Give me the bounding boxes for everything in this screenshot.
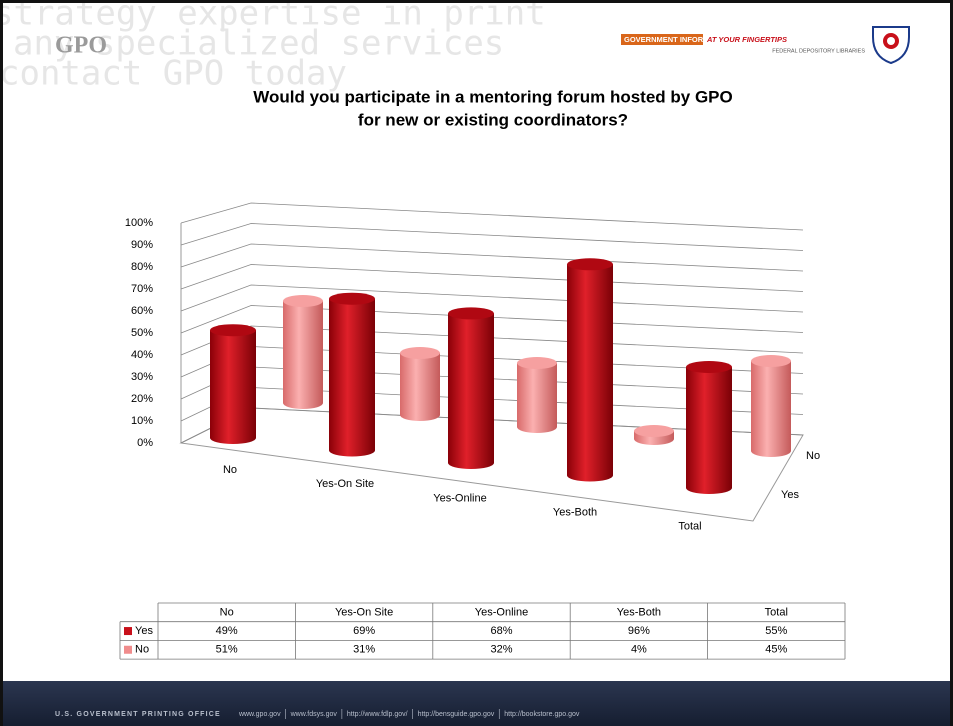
banner-main: GOVERNMENT INFORMATION (624, 35, 732, 44)
watermark-text: contact GPO today (3, 54, 347, 94)
cylinder-body (400, 353, 440, 421)
depth-label: Yes (781, 489, 799, 501)
cylinder-top (400, 347, 440, 359)
cylinder-top (634, 425, 674, 437)
y-tick-label: 40% (131, 349, 153, 361)
table-header: Yes-Online (475, 606, 528, 618)
y-tick-label: 20% (131, 393, 153, 405)
grid-line (180, 264, 804, 292)
legend-swatch (124, 645, 132, 654)
cylinder (634, 425, 674, 445)
cylinder-top (567, 258, 613, 271)
cylinder (686, 361, 732, 494)
banner-accent: AT YOUR FINGERTIPS (706, 35, 787, 44)
cylinder (400, 347, 440, 421)
grid-line (180, 325, 804, 356)
table-header: No (220, 606, 234, 618)
depth-label: No (806, 450, 820, 462)
banner-box (621, 34, 703, 45)
y-tick-label: 50% (131, 327, 153, 339)
y-tick-label: 30% (131, 371, 153, 383)
cylinder (210, 324, 256, 444)
cylinder-top (283, 295, 323, 307)
table-cell: 32% (490, 644, 512, 656)
grid-line (180, 223, 804, 251)
y-tick-label: 100% (125, 217, 153, 229)
table-cell: 69% (353, 625, 375, 637)
chart: strategy expertise in print any speciali… (3, 3, 950, 726)
cylinder-body (448, 313, 494, 469)
table-cell: 68% (490, 625, 512, 637)
table-cell: 45% (765, 644, 787, 656)
table-cell: 55% (765, 625, 787, 637)
legend-label: Yes (135, 625, 153, 637)
footer-bar (3, 681, 950, 726)
cylinder-top (329, 292, 375, 305)
logo: GPO (55, 33, 107, 59)
y-tick-label: 10% (131, 415, 153, 427)
cylinder (567, 258, 613, 482)
legend-label: No (135, 644, 149, 656)
cylinder (448, 307, 494, 469)
y-tick-label: 80% (131, 261, 153, 273)
y-tick-label: 0% (137, 437, 153, 449)
grid-line (180, 202, 804, 231)
footer-link: http://bensguide.gpo.gov (418, 711, 495, 718)
y-tick-label: 90% (131, 239, 153, 251)
banner-sub: FEDERAL DEPOSITORY LIBRARIES (772, 48, 865, 54)
seal (872, 26, 910, 65)
table-cell: 31% (353, 644, 375, 656)
cylinder (283, 295, 323, 409)
x-tick-label: Total (678, 521, 701, 533)
data-table: No Yes-On Site Yes-Online Yes-Both Total Yes 4… (119, 602, 846, 660)
plot: 0% 10% 20% 30% 40% 50% 60% 70% 80% 90% 100% Yes No No… (125, 202, 820, 533)
cylinder-top (751, 355, 791, 367)
table-header: Yes-Both (617, 606, 661, 618)
table-cell: 96% (628, 625, 650, 637)
y-tick-label: 60% (131, 305, 153, 317)
y-tick-label: 70% (131, 283, 153, 295)
table-header: Yes-On Site (335, 606, 393, 618)
cylinder-top (210, 324, 256, 337)
table-header: Total (765, 606, 788, 618)
grid-line (180, 305, 804, 334)
table-cell: 49% (216, 625, 238, 637)
cylinder (329, 292, 375, 457)
cylinder-top (686, 361, 732, 373)
x-tick-label: Yes-Both (553, 507, 597, 519)
cylinder (751, 355, 791, 457)
cylinder (517, 357, 557, 433)
legend-swatch (124, 627, 132, 636)
chart-title: Would you participate in a mentoring for… (253, 87, 733, 106)
cylinder-body (329, 298, 375, 457)
footer-org: U.S. GOVERNMENT PRINTING OFFICE (55, 711, 221, 718)
grid-line (180, 243, 804, 272)
cylinder-body (210, 330, 256, 444)
footer-link: http://bookstore.gpo.gov (504, 711, 580, 718)
x-tick-label: Yes-On Site (316, 478, 374, 490)
table-cell: 4% (631, 644, 647, 656)
footer-link: www.gpo.gov (238, 711, 281, 718)
grid-line (180, 284, 804, 313)
cylinder-body (751, 361, 791, 457)
cylinder-body (517, 363, 557, 433)
watermark-text: any specialized services (13, 24, 504, 64)
footer-link: www.fdsys.gov (290, 711, 338, 718)
table-cell: 51% (216, 644, 238, 656)
cylinder-body (567, 264, 613, 482)
x-tick-label: No (223, 464, 237, 476)
watermark: strategy expertise in print any speciali… (3, 3, 546, 94)
cylinder-body (283, 301, 323, 409)
cylinder-top (517, 357, 557, 369)
chart-title: for new or existing coordinators? (358, 110, 628, 129)
cylinder-body (686, 367, 732, 494)
cylinder-top (448, 307, 494, 320)
watermark-text: strategy expertise in print (3, 3, 546, 34)
x-tick-label: Yes-Online (433, 492, 486, 504)
footer-link: http://www.fdlp.gov/ (347, 711, 408, 718)
footer: U.S. GOVERNMENT PRINTING OFFICE www.gpo.g… (55, 709, 580, 719)
